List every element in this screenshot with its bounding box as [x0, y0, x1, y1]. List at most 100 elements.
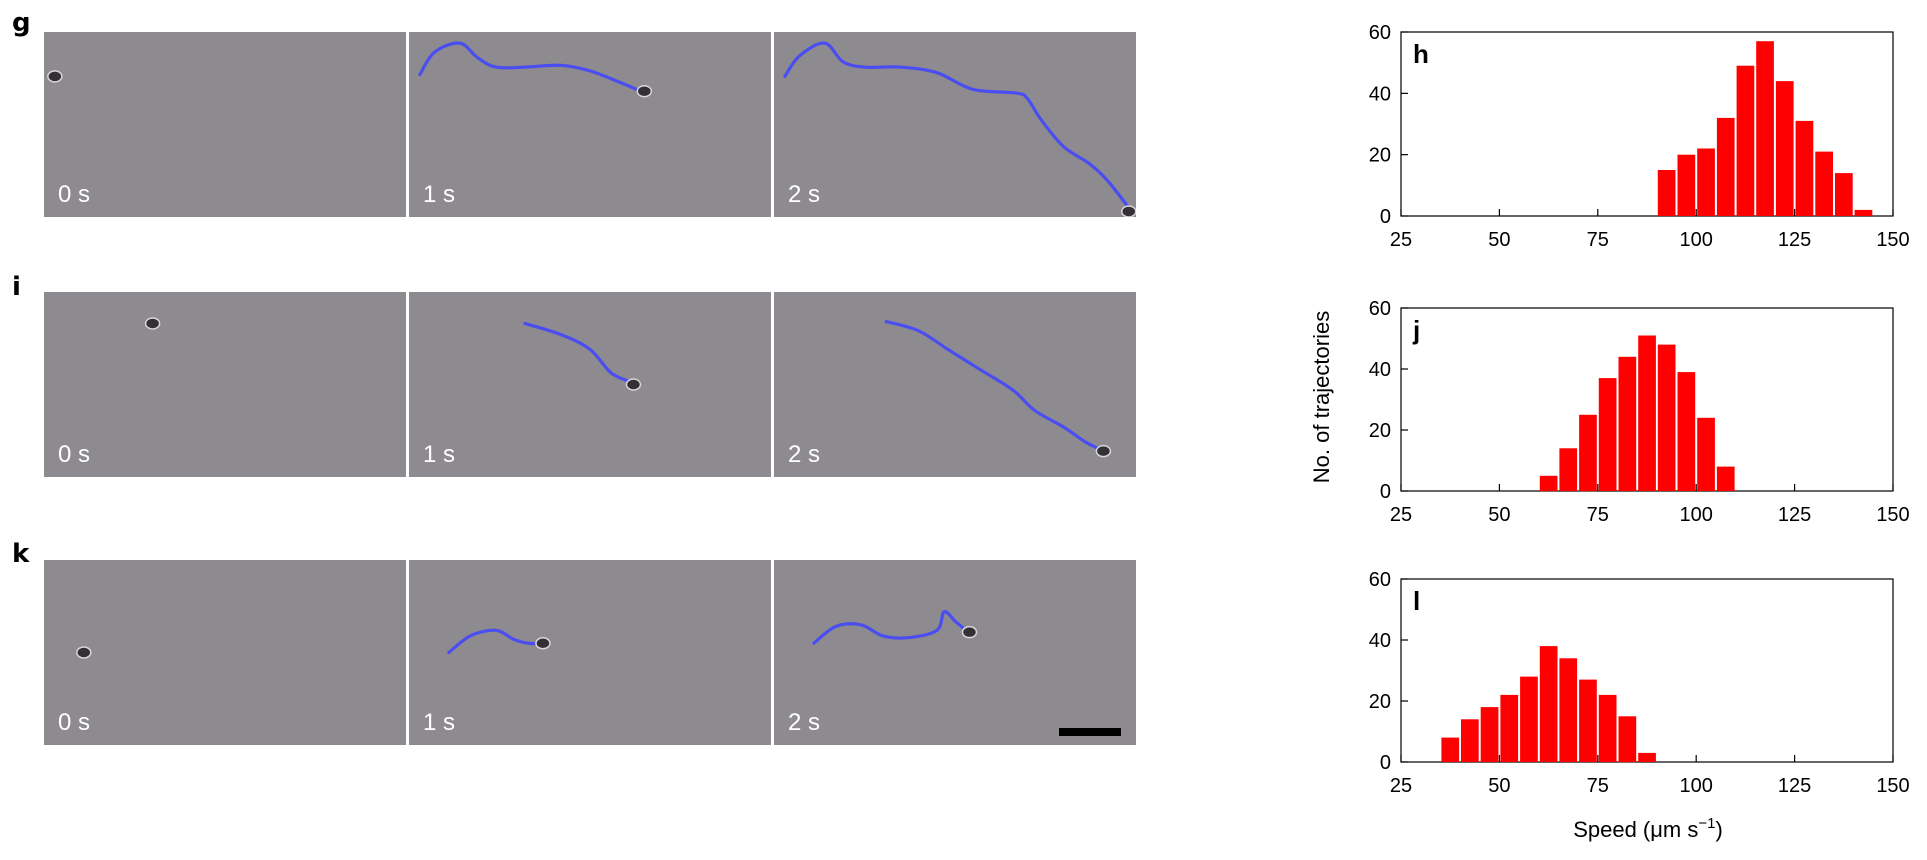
histogram-bar — [1697, 148, 1715, 216]
frame-i-1s: 1 s — [409, 292, 771, 477]
cell-marker — [1121, 205, 1136, 217]
x-tick-label: 125 — [1778, 504, 1811, 526]
trajectory-overlay — [418, 41, 653, 98]
scale-bar — [1059, 728, 1121, 736]
trajectory-line — [812, 610, 968, 645]
histogram-bar — [1441, 737, 1460, 762]
x-tick-label: 75 — [1587, 775, 1609, 797]
histogram-bar — [1559, 448, 1578, 491]
histogram-bar — [1598, 378, 1617, 491]
panel-label-j: j — [1412, 315, 1420, 345]
histogram-bar — [1579, 679, 1597, 762]
y-tick-label: 20 — [1369, 145, 1391, 167]
trajectory-overlay — [523, 321, 642, 391]
x-tick-label: 100 — [1680, 229, 1713, 251]
trajectory-overlay — [447, 628, 551, 655]
histogram-bar — [1854, 209, 1873, 216]
x-tick-label: 25 — [1390, 229, 1412, 251]
x-tick-label: 75 — [1587, 504, 1609, 526]
frame-i-0s: 0 s — [44, 292, 406, 477]
panel-label-h: h — [1413, 39, 1429, 69]
trajectory-overlay — [76, 646, 92, 659]
histogram-bar — [1638, 335, 1656, 491]
trajectory-overlay — [783, 41, 1136, 217]
x-tick-label: 150 — [1876, 504, 1909, 526]
histogram-bar — [1795, 120, 1814, 216]
x-axis-label-main: Speed (μm s — [1573, 817, 1698, 842]
x-tick-label: 100 — [1680, 775, 1713, 797]
y-tick-label: 0 — [1380, 206, 1391, 228]
time-label: 0 s — [58, 181, 91, 208]
y-tick-label: 0 — [1380, 752, 1391, 774]
cell-marker — [961, 625, 978, 639]
panel-label-g: g — [12, 8, 31, 38]
histogram-h: 0 20 40 60 25 50 75 100 125 150 h — [1369, 22, 1910, 251]
histogram-bar — [1835, 173, 1853, 216]
histogram-bar — [1500, 694, 1519, 762]
x-tick-label: 50 — [1488, 775, 1510, 797]
histogram-l: 0 20 40 60 25 50 75 100 125 150 l — [1369, 569, 1910, 797]
frame-g-0s: 0 s — [44, 32, 406, 217]
frame-k-2s: 2 s — [774, 560, 1136, 745]
x-tick-label: 75 — [1587, 229, 1609, 251]
trajectory-line — [783, 41, 1131, 210]
time-label: 1 s — [423, 441, 456, 468]
time-label: 0 s — [58, 441, 91, 468]
histogram-bar — [1736, 65, 1755, 216]
x-tick-label: 25 — [1390, 775, 1412, 797]
trajectory-overlay — [47, 70, 63, 83]
x-axis-label-exponent: −1 — [1698, 815, 1715, 832]
frame-k-0s: 0 s — [44, 560, 406, 745]
trajectory-line — [447, 628, 541, 655]
cell-marker — [636, 84, 653, 98]
histogram-bar — [1638, 752, 1656, 762]
frame-g-2s: 2 s — [774, 32, 1136, 217]
frame-k-1s: 1 s — [409, 560, 771, 745]
histogram-bar — [1579, 414, 1597, 492]
x-tick-label: 125 — [1778, 775, 1811, 797]
frame-i-2s: 2 s — [774, 292, 1136, 477]
trajectory-line — [418, 41, 643, 93]
cell-marker — [1095, 444, 1112, 458]
histogram-bar — [1716, 466, 1735, 491]
x-tick-label: 150 — [1876, 229, 1909, 251]
histogram-bar — [1461, 719, 1479, 762]
x-tick-label: 100 — [1680, 504, 1713, 526]
panel-label-i: i — [12, 272, 21, 302]
x-tick-label: 125 — [1778, 229, 1811, 251]
y-tick-label: 60 — [1369, 569, 1391, 591]
histogram-bar — [1539, 646, 1558, 762]
cell-marker — [144, 317, 161, 330]
y-axis-label: No. of trajectories — [1309, 311, 1334, 483]
y-tick-label: 0 — [1380, 481, 1391, 503]
histogram-bar — [1520, 676, 1538, 762]
y-tick-label: 40 — [1369, 359, 1391, 381]
trajectory-overlay — [144, 317, 161, 330]
x-axis-label: Speed (μm s−1) — [1573, 815, 1723, 842]
panel-label-l: l — [1413, 586, 1420, 616]
x-tick-label: 25 — [1390, 504, 1412, 526]
time-label: 1 s — [423, 181, 456, 208]
histogram-bar — [1559, 658, 1578, 762]
cell-marker — [625, 378, 642, 391]
histogram-bar — [1480, 707, 1499, 762]
y-tick-label: 20 — [1369, 420, 1391, 442]
histogram-bar — [1677, 372, 1696, 491]
histogram-j: 0 20 40 60 25 50 75 100 125 150 j — [1369, 298, 1910, 526]
trajectory-line — [523, 321, 635, 385]
time-label: 2 s — [788, 441, 821, 468]
y-tick-label: 40 — [1369, 630, 1391, 652]
time-label: 2 s — [788, 709, 821, 736]
histogram-bar — [1677, 154, 1696, 216]
histogram-bar — [1618, 356, 1637, 491]
histogram-bar — [1598, 694, 1617, 762]
trajectory-overlay — [884, 320, 1112, 458]
y-tick-label: 40 — [1369, 83, 1391, 105]
cell-marker — [535, 637, 551, 650]
x-tick-label: 50 — [1488, 229, 1510, 251]
x-axis-label-end: ) — [1715, 817, 1722, 842]
y-tick-label: 60 — [1369, 22, 1391, 44]
cell-marker — [47, 70, 63, 83]
trajectory-line — [884, 320, 1102, 451]
